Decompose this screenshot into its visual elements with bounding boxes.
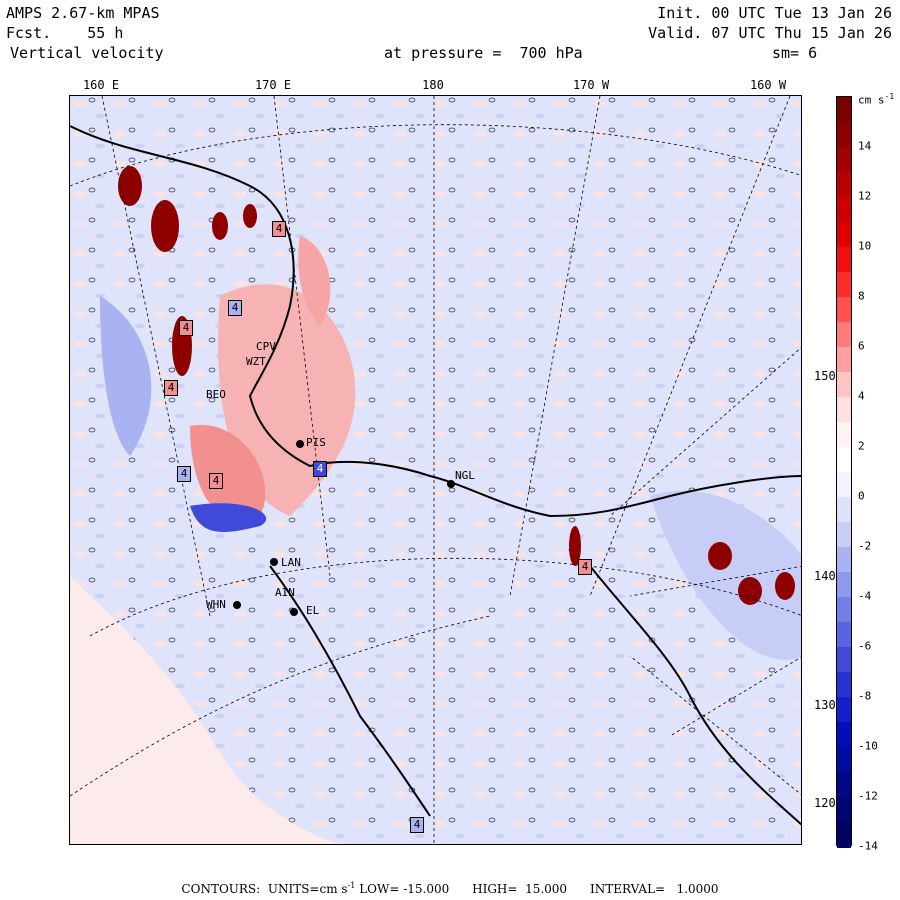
colorbar-segment (837, 97, 851, 123)
map-panel[interactable] (69, 95, 802, 845)
colorbar-segment (837, 447, 851, 473)
colorbar-tick-label: 4 (858, 389, 865, 403)
colorbar-tick-label: 14 (858, 139, 872, 153)
max-marker: 4 (578, 559, 592, 575)
strong-subsidence (190, 503, 267, 532)
lon-label-160e: 160 E (82, 78, 120, 92)
uplift-zone-b (190, 424, 266, 522)
colorbar-segment (837, 422, 851, 448)
low-lift-region (70, 576, 342, 844)
forecast-hour: Fcst. 55 h (6, 24, 124, 42)
station-label: WZT (246, 355, 266, 368)
colorbar-segment (837, 747, 851, 773)
colorbar-segment (837, 647, 851, 673)
colorbar-segment (837, 472, 851, 498)
subsidence-zone-b (650, 490, 801, 660)
colorbar-tick-label: -6 (858, 639, 872, 653)
colorbar-tick-label: -2 (858, 539, 872, 553)
field-name: Vertical velocity (10, 44, 164, 62)
colorbar-tick-label: -12 (858, 789, 878, 803)
colorbar-tick-label: -14 (858, 839, 878, 853)
colorbar-segment (837, 322, 851, 348)
colorbar-tick-label: 12 (858, 189, 872, 203)
colorbar-unit: cm s-1 (858, 92, 895, 107)
colorbar-segment (837, 397, 851, 423)
colorbar-segment (837, 547, 851, 573)
station-label: LAN (281, 556, 301, 569)
colorbar-tick-label: 0 (858, 489, 865, 503)
colorbar-tick-label: 6 (858, 339, 865, 353)
colorbar-segment (837, 122, 851, 148)
colorbar-segment (837, 597, 851, 623)
colorbar-segment (837, 797, 851, 823)
lon-label-160w: 160 W (749, 78, 787, 92)
colorbar-segment (837, 222, 851, 248)
colorbar-segment (837, 297, 851, 323)
lon-label-180: 180 (422, 78, 444, 92)
contour-info: CONTOURS: UNITS=cm s-1 LOW= -15.000 HIGH… (181, 881, 719, 896)
colorbar-segment (837, 672, 851, 698)
station-marker (270, 558, 278, 566)
pressure-level: at pressure = 700 hPa (384, 44, 583, 62)
min-marker: 4 (177, 466, 191, 482)
colorbar-tick-label: -8 (858, 689, 872, 703)
max-marker: 4 (179, 320, 193, 336)
smoothing-value: sm= 6 (772, 44, 818, 62)
station-marker (296, 440, 304, 448)
colorbar-segment (837, 722, 851, 748)
station-label: CPV (256, 340, 276, 353)
colorbar-segment (837, 372, 851, 398)
model-title: AMPS 2.67-km MPAS (6, 4, 160, 22)
max-marker: 4 (209, 473, 223, 489)
colorbar-tick-label: 10 (858, 239, 872, 253)
colorbar-segment (837, 772, 851, 798)
station-label: EL (306, 604, 320, 617)
station-marker (447, 480, 455, 488)
subsidence-zone-a (100, 296, 152, 456)
max-marker: 4 (164, 380, 178, 396)
uplift-cores (118, 166, 795, 605)
colorbar-segment (837, 147, 851, 173)
colorbar-tick-label: 8 (858, 289, 865, 303)
coastline (70, 125, 801, 518)
colorbar-tick-label: -4 (858, 589, 872, 603)
station-label: NGL (455, 469, 475, 482)
colorbar-segment (837, 697, 851, 723)
colorbar-segment (837, 247, 851, 273)
colorbar (836, 96, 852, 848)
colorbar-tick-label: 2 (858, 439, 865, 453)
valid-time: Valid. 07 UTC Thu 15 Jan 26 (648, 24, 892, 42)
coastline-south (269, 565, 431, 817)
ice-shelf-edge (589, 565, 801, 826)
colorbar-segment (837, 497, 851, 523)
min-marker: 4 (410, 817, 424, 833)
station-marker (290, 608, 298, 616)
graticule (70, 96, 801, 844)
colorbar-segment (837, 572, 851, 598)
colorbar-segment (837, 172, 851, 198)
station-marker (233, 601, 241, 609)
colorbar-segment (837, 272, 851, 298)
lon-label-170w: 170 W (572, 78, 610, 92)
uplift-zone-c (298, 236, 331, 326)
colorbar-segment (837, 822, 851, 848)
colorbar-segment (837, 197, 851, 223)
colorbar-segment (837, 347, 851, 373)
min-marker: 4 (313, 461, 327, 477)
station-label: AIN (275, 586, 295, 599)
colorbar-segment (837, 622, 851, 648)
station-label: PIS (306, 436, 326, 449)
station-label: BEO (206, 388, 226, 401)
map-canvas (70, 96, 801, 844)
colorbar-tick-label: -10 (858, 739, 878, 753)
min-marker: 4 (228, 300, 242, 316)
max-marker: 4 (272, 221, 286, 237)
colorbar-segment (837, 522, 851, 548)
lon-label-170e: 170 E (254, 78, 292, 92)
init-time: Init. 00 UTC Tue 13 Jan 26 (657, 4, 892, 22)
station-label: WHN (206, 598, 226, 611)
